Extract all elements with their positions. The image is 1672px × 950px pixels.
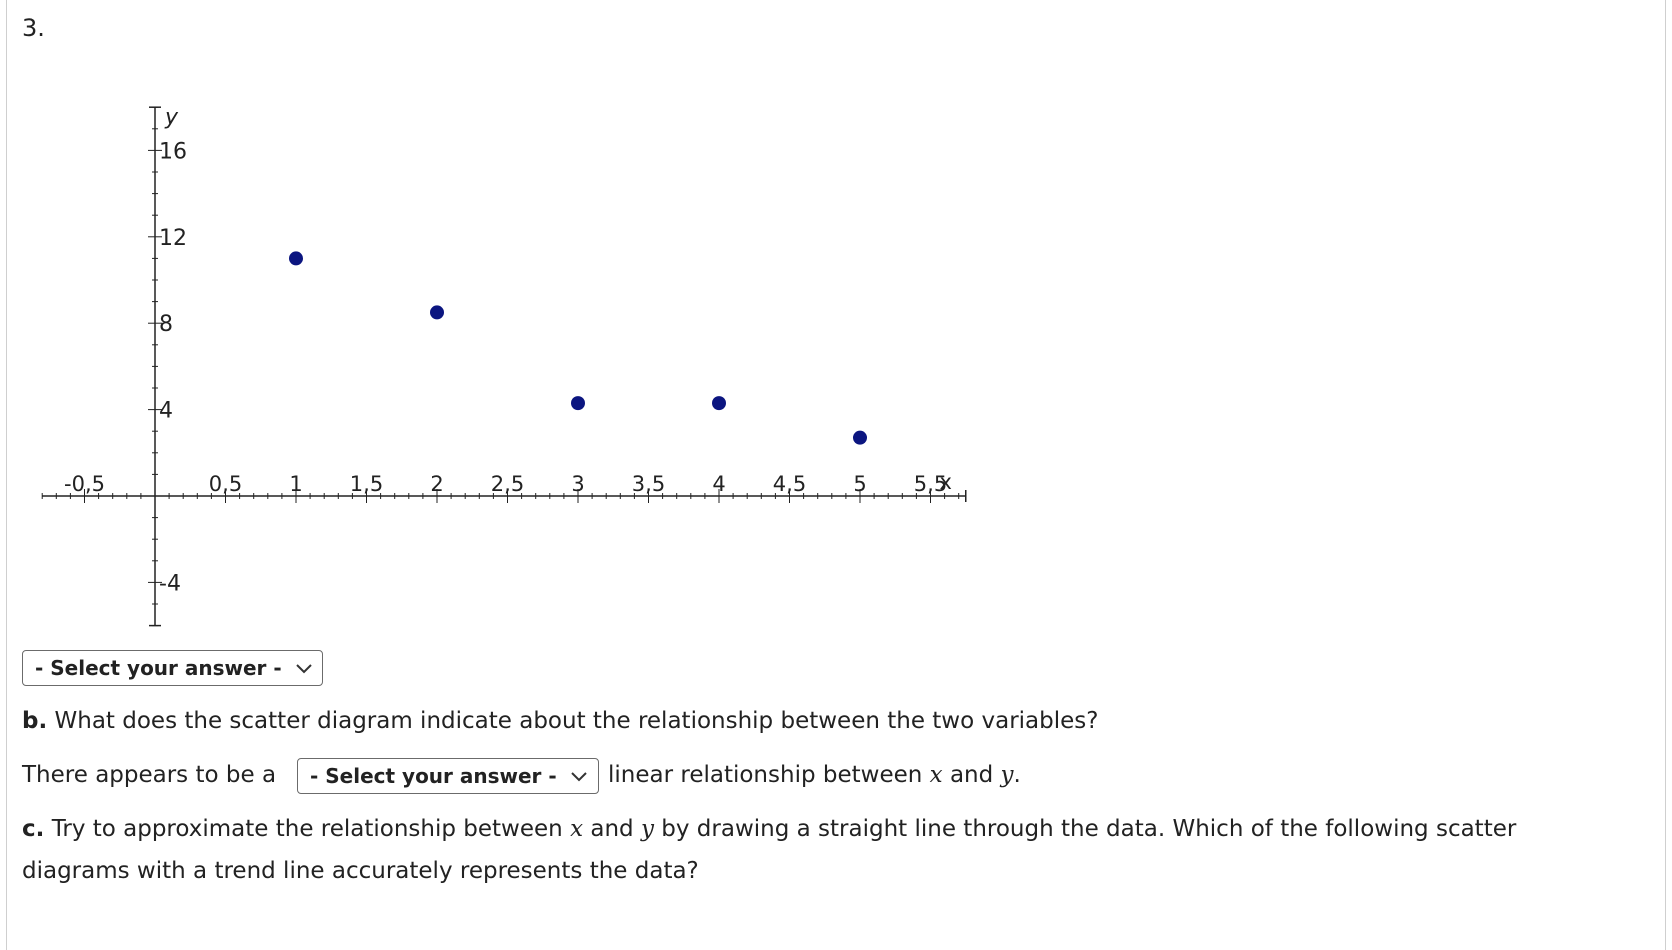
part-c-letter: c.	[22, 816, 45, 842]
var-x: x	[929, 762, 943, 788]
chevron-down-icon	[295, 664, 312, 674]
part-b-sentence-end: linear relationship between x and y.	[608, 762, 1021, 788]
select-label: - Select your answer -	[310, 764, 557, 788]
x-tick-label: 1	[289, 472, 302, 496]
part-a-answer-select[interactable]: - Select your answer -	[22, 650, 323, 686]
x-tick-label: 4,5	[773, 472, 806, 496]
part-c-text-b: by drawing a straight line through the d…	[661, 816, 1517, 842]
chart-ticks	[41, 106, 960, 627]
part-c-question-line1: c. Try to approximate the relationship b…	[22, 816, 1516, 842]
part-b-question: b. What does the scatter diagram indicat…	[22, 708, 1098, 734]
x-tick-label: 2	[430, 472, 443, 496]
y-tick-label: 16	[159, 139, 187, 164]
x-tick-label: 1,5	[350, 472, 383, 496]
data-point	[571, 396, 585, 411]
y-tick-label: 4	[159, 399, 173, 424]
scatter-chart: -0,5 0,5 1 1,5 2 2,5 3 3,5 4 4,5 5 5,5x 16 12 8 4 -4 y	[41, 105, 967, 627]
period: .	[1013, 762, 1021, 788]
var-y: y	[1000, 762, 1014, 788]
part-b-question-text: What does the scatter diagram indicate a…	[54, 708, 1099, 734]
data-point	[712, 396, 726, 411]
var-x: x	[570, 816, 584, 842]
part-b-sentence-start: There appears to be a	[22, 762, 277, 788]
x-tick-label: 3,5	[632, 472, 665, 496]
chart-axes	[42, 106, 967, 627]
question-number: 3.	[22, 14, 45, 42]
chart-points	[289, 251, 867, 445]
data-point	[289, 251, 303, 266]
y-tick-label: 12	[159, 226, 187, 251]
part-c-text-a: Try to approximate the relationship betw…	[51, 816, 563, 842]
select-label: - Select your answer -	[35, 656, 282, 680]
question-panel	[6, 0, 1666, 950]
x-tick-label: -0,5	[64, 472, 105, 496]
x-tick-label: 5,5	[914, 472, 947, 496]
part-c-question-line2: diagrams with a trend line accurately re…	[22, 858, 699, 884]
conj: and	[949, 762, 994, 788]
y-tick-label: -4	[159, 571, 181, 596]
chevron-down-icon	[570, 772, 587, 782]
chart-tick-labels: -0,5 0,5 1 1,5 2 2,5 3 3,5 4 4,5 5 5,5x 16 12 8 4 -4 y	[64, 105, 952, 596]
part-b-answer-select[interactable]: - Select your answer -	[297, 758, 599, 794]
x-tick-label: 0,5	[209, 472, 242, 496]
sentence-mid: linear relationship between	[608, 762, 923, 788]
y-tick-label: 8	[159, 312, 173, 337]
data-point	[430, 305, 444, 320]
y-axis-label: y	[164, 105, 179, 130]
x-tick-label: 2,5	[491, 472, 524, 496]
x-axis-label: x	[940, 470, 952, 494]
var-y: y	[640, 816, 654, 842]
x-tick-label: 5	[853, 472, 866, 496]
part-b-letter: b.	[22, 708, 48, 734]
x-tick-label: 4	[712, 472, 725, 496]
x-tick-label: 3	[571, 472, 584, 496]
data-point	[853, 430, 867, 445]
conj: and	[590, 816, 634, 842]
